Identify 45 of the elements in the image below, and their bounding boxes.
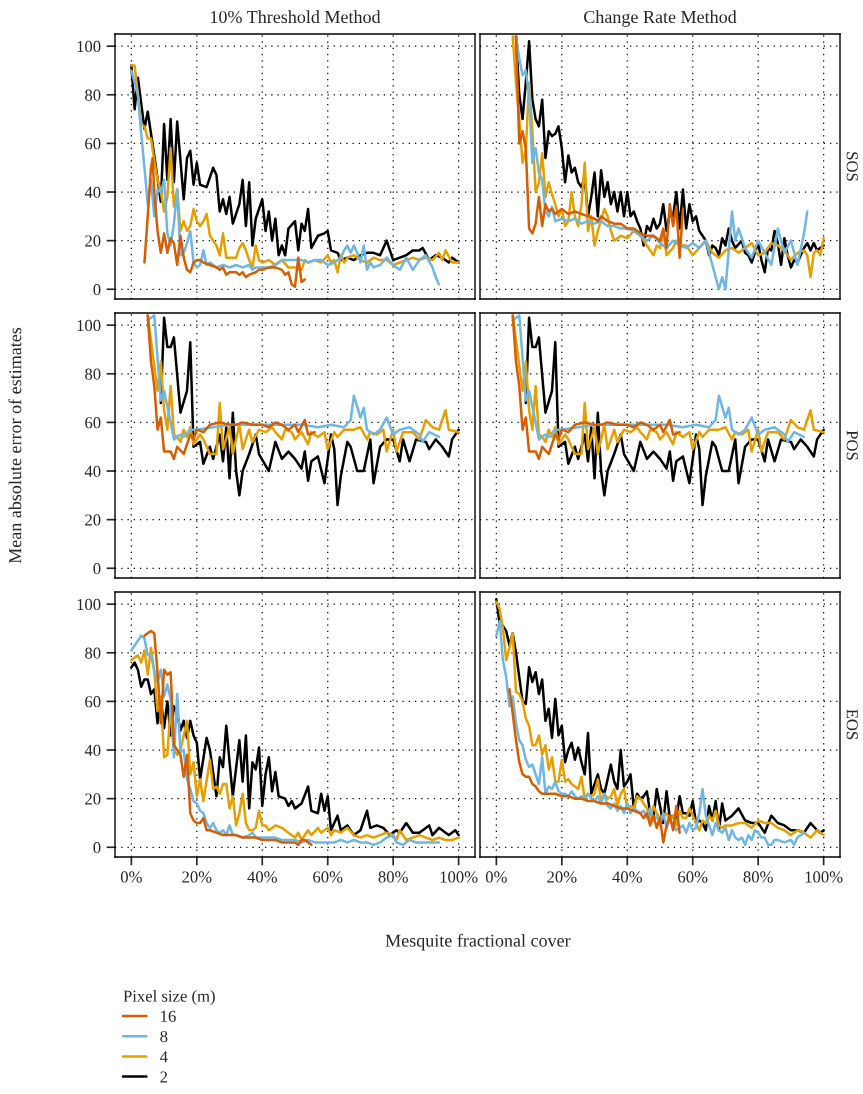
y-tick-label: 80 (85, 368, 101, 380)
y-tick-label: 20 (85, 793, 101, 805)
y-tick-label: 100 (77, 40, 101, 53)
x-tick-label: 20% (182, 871, 212, 883)
y-tick-label: 0 (93, 562, 101, 575)
x-tick-label: 60% (313, 871, 343, 883)
legend-label: 4 (159, 1051, 168, 1063)
x-tick-label: 80% (378, 871, 408, 883)
line-series (143, 156, 307, 289)
x-tick-label: 40% (247, 871, 277, 883)
line-series (143, 629, 313, 847)
y-tick-label: 40 (84, 465, 101, 477)
y-tick-label: 80 (85, 89, 101, 101)
x-tick-label: 100% (440, 871, 478, 883)
y-tick-label: 60 (85, 138, 101, 150)
text: EOS (846, 709, 858, 740)
y-tick-label: 80 (85, 647, 101, 659)
x-tick-label: 80% (743, 871, 773, 883)
y-tick-label: 0 (93, 283, 101, 296)
y-tick-label: 40 (84, 186, 101, 198)
x-tick-label: 20% (547, 871, 577, 883)
legend-label: 2 (160, 1071, 168, 1083)
x-tick-label: 100% (805, 871, 843, 883)
text: SOS (846, 152, 858, 181)
y-axis-title: Mean absolute error of estimates (8, 327, 22, 564)
y-tick-label: 20 (85, 235, 101, 247)
legend-title: Pixel size (m) (123, 990, 215, 1006)
y-tick-label: 60 (85, 417, 101, 429)
y-tick-label: 40 (84, 744, 101, 756)
x-tick-label: 0% (120, 871, 142, 883)
y-tick-label: 60 (85, 696, 101, 708)
line-series (146, 314, 316, 461)
x-axis-title: Mesquite fractional cover (385, 933, 571, 951)
chart-title: Change Rate Method (584, 10, 737, 27)
legend-label: 8 (160, 1030, 168, 1043)
y-tick-label: 100 (77, 319, 101, 332)
x-tick-label: 40% (612, 871, 642, 883)
y-tick-label: 20 (85, 514, 101, 526)
y-tick-label: 0 (93, 841, 101, 854)
chart-title: 10% Threshold Method (211, 10, 381, 24)
text: POS (846, 430, 858, 460)
x-tick-label: 60% (678, 871, 708, 883)
y-tick-label: 100 (77, 598, 101, 611)
x-tick-label: 0% (485, 871, 507, 883)
legend-label: 16 (161, 1010, 176, 1022)
